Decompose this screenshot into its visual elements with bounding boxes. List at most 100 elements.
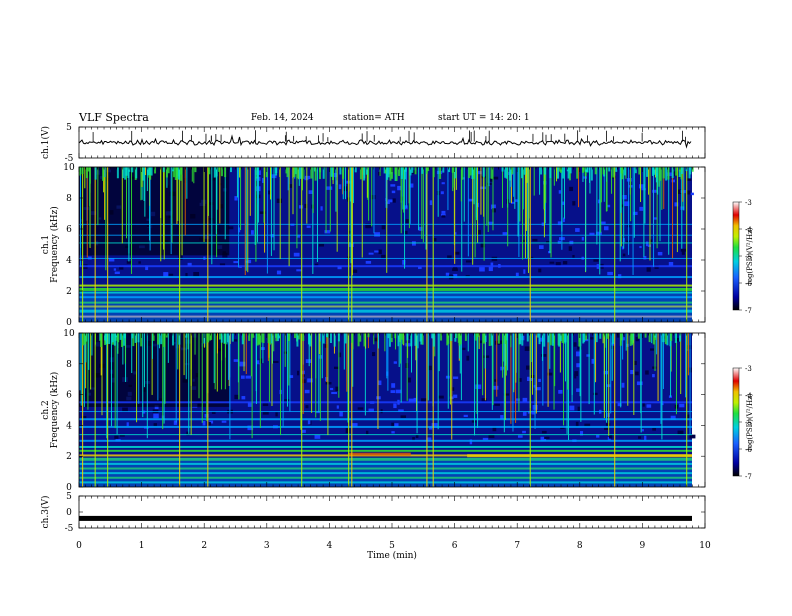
spectrogram-cell — [408, 183, 414, 188]
spectrogram-speckle — [631, 333, 634, 345]
spectrogram-speckle — [461, 167, 464, 180]
spectrogram-cell — [441, 215, 446, 218]
spectrogram-streak — [378, 333, 380, 349]
spectrogram-streak — [184, 167, 186, 236]
spectrogram-cell — [393, 361, 397, 364]
spectrogram-cell — [635, 336, 639, 342]
spectrogram-streak — [518, 333, 520, 412]
spectrogram-speckle — [160, 333, 163, 345]
spectrogram-cell — [510, 201, 515, 204]
spectrogram-cell — [339, 411, 343, 417]
spectrogram-streak — [280, 333, 282, 436]
spectrogram-speckle — [523, 167, 526, 175]
spectrogram-streak — [542, 333, 544, 406]
spectrogram-impulse — [432, 167, 434, 322]
spectrogram-cell — [187, 262, 192, 267]
spectrogram-cell — [426, 437, 432, 442]
spectrogram-streak — [687, 333, 689, 376]
spectrogram-streak — [547, 333, 549, 407]
spectrogram-cell — [575, 351, 581, 357]
spectrogram-streak — [454, 167, 456, 264]
colorbar-tick-label: -7 — [745, 473, 752, 481]
spectrogram-streak — [145, 167, 147, 176]
spectrogram-speckle — [678, 167, 681, 177]
spectrogram-speckle — [165, 167, 168, 178]
spectrogram-streak — [131, 333, 133, 374]
spectrogram-streak — [79, 333, 81, 391]
spectrogram-streak — [292, 167, 294, 179]
spectrogram-speckle — [252, 333, 255, 338]
spectrogram-streak — [177, 333, 179, 370]
spectrogram-streak — [531, 333, 533, 363]
spectrogram-cell — [381, 225, 386, 230]
spectrogram-streak — [352, 333, 354, 387]
spectrogram-speckle — [608, 167, 611, 172]
spectrogram-speckle — [210, 333, 213, 340]
spectrogram-cell — [646, 404, 652, 408]
spectrogram-cell — [462, 177, 465, 180]
spectrogram-cell — [113, 268, 117, 271]
spectrogram-streak — [517, 167, 519, 237]
spectrogram-speckle — [505, 167, 508, 179]
y-tick-label: 8 — [66, 194, 72, 204]
spectrogram-cell — [607, 436, 611, 441]
spectrogram-impulse — [614, 167, 616, 322]
spectrogram-cell — [481, 398, 487, 402]
spectrogram-speckle — [674, 333, 677, 343]
spectrogram-cell — [515, 398, 520, 401]
spectrogram-speckle — [602, 333, 605, 338]
spectrogram-streak — [329, 167, 331, 232]
spectrogram-cell — [477, 171, 482, 175]
spectrogram-streak — [301, 167, 303, 191]
spectrogram-speckle — [454, 333, 457, 342]
spectrogram-streak — [216, 167, 218, 210]
spectrogram-streak — [421, 167, 423, 239]
spectrogram-cell — [173, 420, 178, 425]
spectrogram-streak — [87, 333, 89, 410]
spectrogram-cell — [306, 225, 311, 228]
spectrogram-cell — [153, 413, 159, 419]
spectrogram-cell — [418, 266, 422, 269]
spectrogram-streak — [644, 167, 646, 224]
spectrogram-streak — [640, 333, 642, 414]
spectrogram-speckle — [218, 333, 221, 340]
spectrogram-streak — [400, 333, 402, 364]
spectrogram-impulse — [207, 167, 209, 322]
spectrogram-speckle — [102, 167, 105, 181]
spectrogram-streak — [255, 333, 257, 392]
spectrogram-cell — [562, 201, 565, 205]
spectrogram-cell — [431, 423, 438, 428]
spectrogram-cell — [445, 272, 450, 276]
spectrogram-streak — [487, 167, 489, 232]
spectrogram-streak — [338, 333, 340, 398]
colorbar-label: log(PSD)(V²/Hz) — [746, 393, 754, 450]
spectrogram-speckle — [342, 167, 345, 179]
spectrogram-streak — [484, 333, 486, 369]
spectrogram-cell — [411, 170, 417, 174]
spectrogram-speckle — [326, 333, 329, 338]
spectrogram-band — [79, 315, 692, 318]
spectrogram-cell — [515, 272, 519, 277]
spectrogram-streak — [270, 167, 272, 256]
spectrogram-cell — [574, 371, 579, 377]
spectrogram-streak — [142, 333, 144, 418]
spectrogram-speckle — [411, 167, 414, 173]
spectrogram-speckle — [84, 333, 87, 345]
spectrogram-speckle — [82, 333, 85, 346]
spectrogram-streak — [319, 333, 321, 342]
spectrogram-band — [79, 418, 692, 421]
spectrogram-cell — [480, 242, 486, 248]
spectrogram-impulse — [207, 333, 209, 487]
spectrogram-streak — [89, 167, 91, 248]
y-tick-label: 5 — [66, 492, 72, 502]
spectrogram-impulse — [351, 333, 353, 487]
spectrogram-cell — [365, 260, 372, 264]
spectrogram-streak — [496, 333, 498, 397]
spectrogram-cell — [645, 370, 649, 375]
spectrogram-band — [79, 401, 692, 404]
spectrogram-streak — [474, 167, 476, 258]
ch2-spectrogram-image — [79, 333, 705, 487]
spectrogram-speckle — [454, 167, 457, 179]
spectrogram-cell — [547, 251, 551, 254]
spectrogram-cell — [677, 189, 683, 194]
